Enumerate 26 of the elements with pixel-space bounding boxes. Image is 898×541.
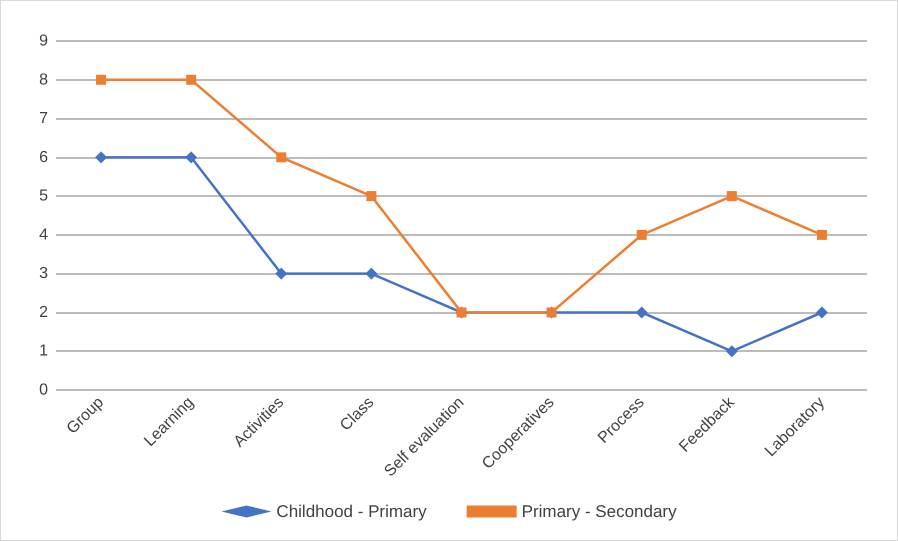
y-tick-label: 6	[39, 148, 48, 166]
y-tick-label: 0	[39, 382, 48, 398]
point	[95, 151, 108, 164]
point	[726, 191, 737, 202]
point	[726, 345, 738, 358]
point	[276, 152, 286, 162]
point	[186, 74, 196, 85]
point	[816, 306, 828, 318]
point	[816, 230, 827, 240]
legend-label: Primary - Secondary	[522, 502, 678, 521]
y-tick-label: 9	[39, 32, 48, 50]
y-tick-label: 8	[39, 71, 48, 88]
y-tick-label: 3	[39, 265, 48, 282]
y-tick-label: 7	[39, 110, 48, 128]
point	[366, 191, 376, 202]
y-tick-label: 5	[39, 188, 48, 205]
y-tick-label: 2	[39, 304, 48, 321]
y-tick-label: 1	[39, 342, 48, 360]
legend-label: Childhood - Primary	[276, 502, 428, 521]
point	[185, 151, 198, 164]
point	[96, 74, 106, 85]
point	[365, 268, 378, 280]
point	[636, 306, 648, 318]
point	[636, 230, 647, 240]
y-tick-label: 4	[39, 226, 48, 244]
point	[275, 268, 288, 280]
